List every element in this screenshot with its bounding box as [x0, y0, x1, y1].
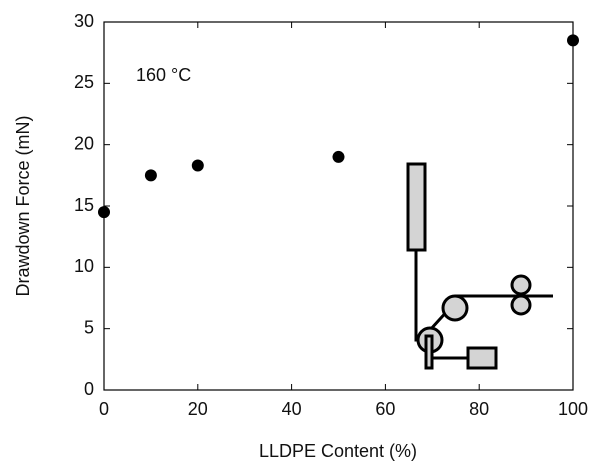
apparatus-schematic	[406, 162, 553, 370]
pulley	[441, 294, 469, 322]
x-tick-label: 0	[99, 399, 109, 419]
x-tick-label: 40	[282, 399, 302, 419]
y-tick-label: 25	[74, 72, 94, 92]
annotation: 160 °C	[136, 65, 191, 85]
strand	[414, 250, 430, 342]
y-axis-label: Drawdown Force (mN)	[13, 115, 33, 296]
roller	[510, 274, 532, 296]
y-tick-label: 30	[74, 11, 94, 31]
y-tick-label: 0	[84, 379, 94, 399]
point	[98, 206, 110, 219]
load-cell-arm	[424, 334, 434, 370]
point	[332, 150, 345, 163]
x-axis-label: LLDPE Content (%)	[259, 441, 417, 461]
point	[191, 159, 204, 172]
x-tick-label: 60	[375, 399, 395, 419]
y-tick-label: 20	[74, 133, 94, 153]
x-tick-label: 20	[188, 399, 208, 419]
point	[144, 169, 157, 182]
y-tick-label: 15	[74, 195, 94, 215]
barrel	[406, 162, 427, 252]
roller	[510, 294, 532, 316]
y-tick-label: 10	[74, 256, 94, 276]
x-tick-label: 100	[558, 399, 588, 419]
load-cell	[466, 346, 498, 370]
y-tick-label: 5	[84, 317, 94, 337]
point	[567, 34, 579, 47]
x-tick-label: 80	[469, 399, 489, 419]
